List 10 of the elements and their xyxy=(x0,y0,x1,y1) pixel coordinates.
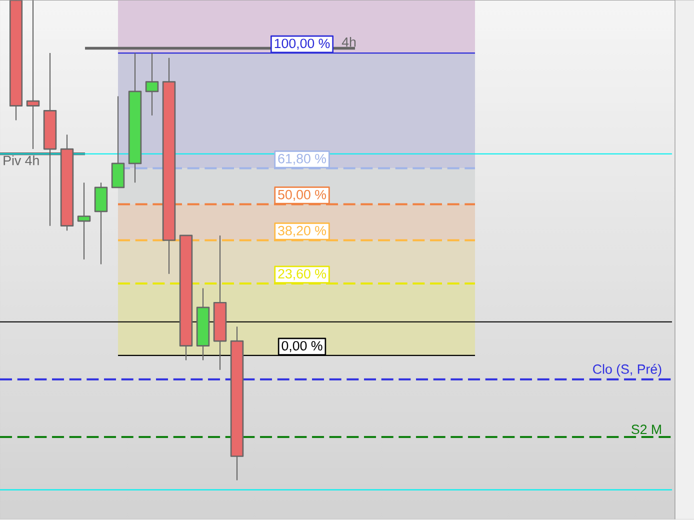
annotation: 100,00 % xyxy=(274,38,330,50)
ref-line-label: Piv 4h xyxy=(4,156,39,166)
annotation: 50,00 % xyxy=(278,190,326,202)
ref-line-label: S2 M xyxy=(632,424,661,434)
annotation: 38,20 % xyxy=(278,226,326,238)
ref-line-label: Clo (S, Pré) xyxy=(593,364,662,377)
ref-line-label: 4h xyxy=(342,37,356,47)
annotation: 61,80 % xyxy=(278,154,326,166)
annotation: 0,00 % xyxy=(282,341,322,352)
annotation: 23,60 % xyxy=(278,269,326,280)
